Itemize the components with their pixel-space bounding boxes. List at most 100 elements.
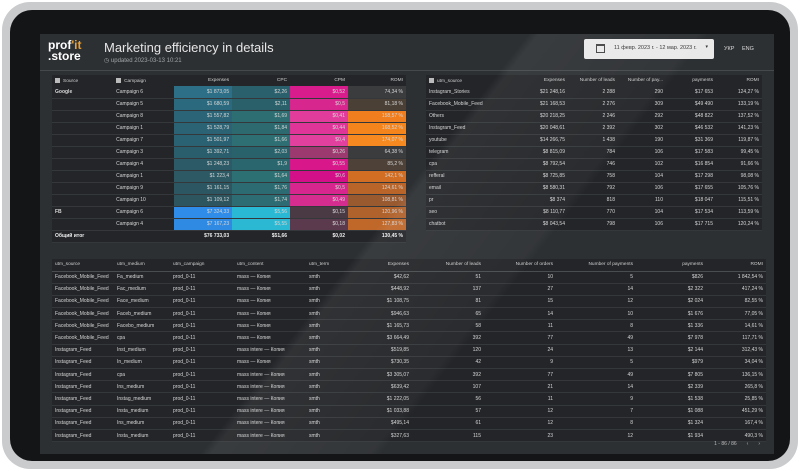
cell: 417,24 % xyxy=(706,283,766,296)
table-row[interactable]: Instagram_Feed Ins_medium prod_0-11 mass in… xyxy=(52,380,766,394)
table-row[interactable]: telegram $8 815,09 784 106 $17 583 99,45 % xyxy=(426,146,762,159)
table-row[interactable]: Facebook_Mobile_Feed Fac_medium prod_0-11 m… xyxy=(52,283,766,296)
cell-campaign: Campaign 7 xyxy=(113,134,175,147)
cell: Instagram_Feed xyxy=(52,368,114,382)
cell: Insta_medium xyxy=(114,429,170,443)
table-row[interactable]: Instagram_Feed Inst_medium prod_0-11 mass i… xyxy=(52,344,766,357)
cell: 49 xyxy=(556,331,636,345)
col-10[interactable]: ROMI xyxy=(706,259,766,272)
table-row[interactable]: Instagram_Feed $20 048,61 2 392 302 $46 532 1… xyxy=(426,122,762,135)
cell-campaign: Campaign 1 xyxy=(113,170,175,183)
cell-cpm: $0,4 xyxy=(290,134,348,147)
cell: 23 xyxy=(484,429,556,443)
table-row[interactable]: Campaign 10 $1 109,12 $1,74 $0,49 108,81 % xyxy=(52,194,406,207)
cell: $17 715 xyxy=(666,218,716,231)
cell-cpm: $0,5 xyxy=(290,182,348,195)
table-row[interactable]: Campaign 1 $1 528,79 $1,84 $0,44 168,52 % xyxy=(52,122,406,135)
table-row[interactable]: Facebook_Mobile_Feed Faceb_medium prod_0-1… xyxy=(52,307,766,321)
cell: 119,87 % xyxy=(716,134,762,147)
col-3[interactable]: utm_content xyxy=(234,259,306,272)
table-row[interactable]: Instagram_Feed Insta_medium prod_0-11 mass … xyxy=(52,405,766,418)
table-row[interactable]: Campaign 7 $1 501,97 $1,66 $0,4 174,07 % xyxy=(52,134,406,147)
table-row[interactable]: Instagram_Feed In_medium prod_0-11 mass — К… xyxy=(52,356,766,370)
col-source[interactable]: Source xyxy=(52,75,113,86)
cell-campaign: Campaign 4 xyxy=(113,158,175,171)
detail-table: utm_source utm_medium utm_campaign utm_cont… xyxy=(52,259,766,443)
lang-en-button[interactable]: ENG xyxy=(742,46,754,52)
table-row[interactable]: Facebook_Mobile_Feed cpa prod_0-11 mass — К… xyxy=(52,331,766,345)
col-1[interactable]: utm_medium xyxy=(114,259,170,272)
col-romi[interactable]: ROMI xyxy=(390,78,403,83)
table-row[interactable]: Campaign 4 $7 167,23 $5,55 $0,18 127,83 % xyxy=(52,218,406,231)
cell-cpc: $5,56 xyxy=(232,206,291,219)
col-campaign[interactable]: Campaign xyxy=(113,75,174,86)
table-row[interactable]: FB Campaign 6 $7 324,33 $5,56 $0,15 120,96 % xyxy=(52,206,406,219)
col-8[interactable]: Number of payments xyxy=(556,259,636,272)
table-row[interactable]: Instagram_Stories $21 248,16 2 288 290 $17 6… xyxy=(426,86,762,99)
table-row[interactable]: Facebook_Mobile_Feed $21 168,53 2 276 309 $4… xyxy=(426,98,762,111)
table-row[interactable]: Google Campaign 6 $1 873,05 $2,26 $0,52 74,34… xyxy=(52,86,406,99)
cell-expenses: $1 680,59 xyxy=(174,98,233,111)
col-romi[interactable]: ROMI xyxy=(746,78,759,83)
cell-cpm: $0,44 xyxy=(290,122,348,135)
cell: email xyxy=(426,182,514,195)
cell-expenses: $1 557,82 xyxy=(174,110,233,123)
table-row[interactable]: pr $8 374 818 110 $18 047 115,51 % xyxy=(426,194,762,207)
cell: Facebook_Mobile_Feed xyxy=(426,98,514,111)
table-row[interactable]: Campaign 3 $1 392,71 $2,03 $0,26 64,38 % xyxy=(52,146,406,159)
col-expenses[interactable]: Expenses xyxy=(208,78,230,83)
prev-page-icon[interactable]: ‹ xyxy=(746,441,749,447)
cell: 124,27 % xyxy=(716,86,762,99)
table-row[interactable]: Campaign 5 $1 680,59 $2,11 $0,5 81,18 % xyxy=(52,98,406,111)
lang-ua-button[interactable]: УКР xyxy=(724,46,735,52)
col-5[interactable]: Expenses xyxy=(362,259,412,272)
col-0[interactable]: utm_source xyxy=(52,259,114,272)
col-9[interactable]: payments xyxy=(636,259,706,272)
col-7[interactable]: Number of orders xyxy=(484,259,556,272)
table-row[interactable]: Instagram_Feed cpa prod_0-11 mass intere — … xyxy=(52,368,766,382)
table-row[interactable]: chatbot $8 043,54 798 106 $17 715 120,24 % xyxy=(426,218,762,231)
table-row[interactable]: Others $20 218,25 2 246 292 $48 822 137,52 % xyxy=(426,110,762,123)
cell: $8 043,54 xyxy=(514,218,568,231)
cell: smth xyxy=(306,331,362,345)
table-row[interactable]: email $8 580,31 792 106 $17 655 105,76 % xyxy=(426,182,762,195)
col-6[interactable]: Number of leads xyxy=(412,259,484,272)
col-2[interactable]: utm_campaign xyxy=(170,259,234,272)
col-leads[interactable]: Number of leads xyxy=(579,78,615,83)
cell: smth xyxy=(306,319,362,333)
col-payments-count[interactable]: Number of pay... xyxy=(627,78,663,83)
table-row[interactable]: Campaign 9 $1 161,15 $1,76 $0,5 124,61 % xyxy=(52,182,406,195)
col-utm-source[interactable]: utm_source xyxy=(426,75,514,86)
cell: 14 xyxy=(484,307,556,321)
table-row[interactable]: Instagram_Feed Ins_medium prod_0-11 mass in… xyxy=(52,417,766,430)
col-cpc[interactable]: CPC xyxy=(276,78,288,83)
cell-campaign: Campaign 3 xyxy=(113,146,175,159)
cell: $1 676 xyxy=(636,307,706,321)
col-payments[interactable]: payments xyxy=(692,78,713,83)
table-row[interactable]: Facebook_Mobile_Feed Face_medium prod_0-11… xyxy=(52,295,766,309)
table-row[interactable]: Instagram_Feed Instag_medium prod_0-11 mass… xyxy=(52,392,766,406)
table-row[interactable]: Facebook_Mobile_Feed Fa_medium prod_0-11 ma… xyxy=(52,271,766,284)
cell: $826 xyxy=(636,271,706,284)
table-row[interactable]: Campaign 1 $1 223,4 $1,64 $0,6 142,1 % xyxy=(52,170,406,183)
col-expenses[interactable]: Expenses xyxy=(543,78,565,83)
table-row[interactable]: refferal $8 725,85 758 104 $17 298 98,08 % xyxy=(426,170,762,183)
cell: $8 580,31 xyxy=(514,182,568,195)
cell: mass — Копия xyxy=(234,307,306,321)
table-row[interactable]: youtube $14 266,75 1 438 190 $31 369 119,87 % xyxy=(426,134,762,147)
cell-cpm: $0,26 xyxy=(290,146,348,159)
cell: chatbot xyxy=(426,218,514,231)
cell: Facebook_Mobile_Feed xyxy=(52,319,114,333)
table-row[interactable]: Campaign 4 $1 248,23 $1,9 $0,55 85,2 % xyxy=(52,158,406,171)
table-row[interactable]: seo $8 110,77 770 104 $17 534 113,59 % xyxy=(426,206,762,219)
table-row[interactable]: Facebook_Mobile_Feed Facebo_medium prod_0-… xyxy=(52,319,766,333)
cell: Instagram_Feed xyxy=(52,429,114,443)
col-cpm[interactable]: CPM xyxy=(334,78,345,83)
table-row[interactable]: Instagram_Feed Insta_medium prod_0-11 mass … xyxy=(52,429,766,443)
next-page-icon[interactable]: › xyxy=(758,441,760,447)
table-row[interactable]: Campaign 8 $1 557,82 $1,69 $0,41 158,57 % xyxy=(52,110,406,123)
date-range-picker[interactable]: 11 февр. 2023 г. - 12 мар. 2023 г. ▾ xyxy=(584,39,714,59)
cell-source: FB xyxy=(52,206,114,219)
table-row[interactable]: cpa $8 792,54 746 102 $16 854 91,66 % xyxy=(426,158,762,171)
col-4[interactable]: utm_term xyxy=(306,259,362,272)
